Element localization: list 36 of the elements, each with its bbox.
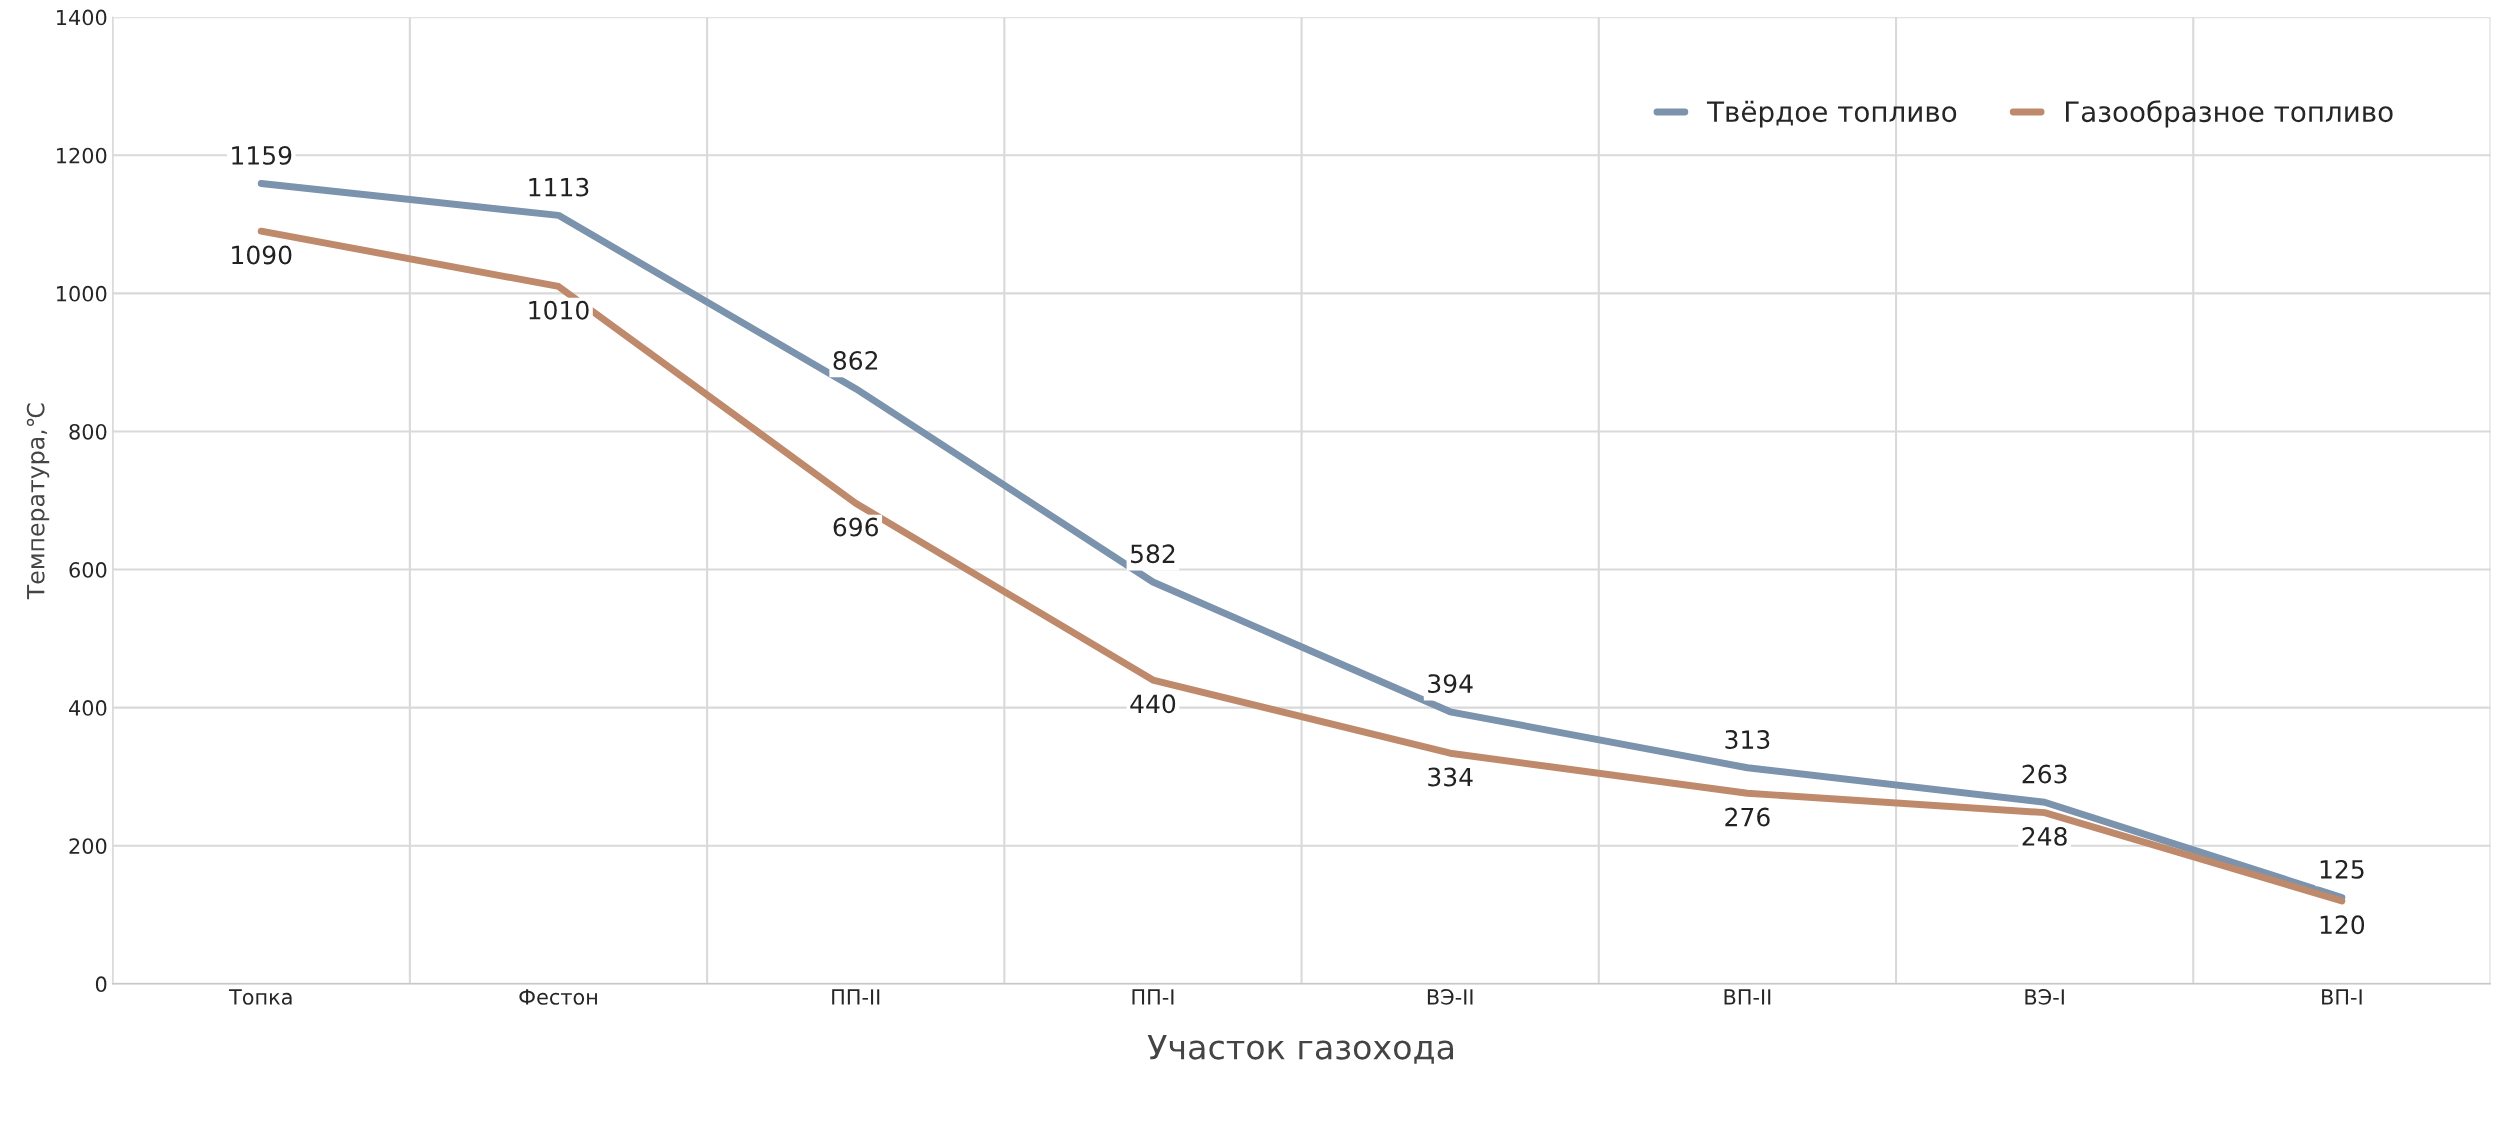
data-label: 334 xyxy=(1428,767,1473,787)
data-label: 263 xyxy=(2022,764,2067,784)
data-label: 582 xyxy=(1131,544,1175,564)
y-tick-label: 200 xyxy=(69,838,107,854)
data-label: 1090 xyxy=(232,245,292,265)
data-label: 276 xyxy=(1725,807,1770,827)
data-label: 440 xyxy=(1130,694,1176,714)
data-label: 1113 xyxy=(529,177,589,197)
x-tick-label: ПП-II xyxy=(832,989,880,1005)
data-label: 862 xyxy=(833,351,878,370)
x-tick-label: Топка xyxy=(228,989,292,1005)
data-label: 313 xyxy=(1725,730,1770,749)
data-label: 696 xyxy=(833,517,878,537)
x-tick-label: ПП-I xyxy=(1132,989,1174,1005)
y-axis-title: Температура,℃ xyxy=(26,403,50,600)
x-tick-label: ВП-I xyxy=(2322,989,2362,1005)
x-tick-label: ВЭ-I xyxy=(2025,989,2064,1005)
y-tick-label: 400 xyxy=(69,700,107,716)
x-tick-label: Фестон xyxy=(519,989,597,1005)
y-tick-label: 800 xyxy=(69,423,107,440)
y-tick-label: 600 xyxy=(69,562,107,578)
legend-label: Твёрдое топливо xyxy=(1706,100,1957,128)
data-label: 248 xyxy=(2022,826,2067,846)
y-tick-label: 1200 xyxy=(57,147,107,164)
data-label: 120 xyxy=(2320,915,2365,935)
legend-label: Газообразное топливо xyxy=(2066,100,2393,128)
data-label: 125 xyxy=(2320,859,2364,879)
y-tick-label: 1000 xyxy=(57,285,107,302)
data-label: 1159 xyxy=(232,145,292,165)
data-label: 394 xyxy=(1428,674,1473,694)
x-tick-label: ВЭ-II xyxy=(1427,989,1473,1005)
x-tick-label: ВП-II xyxy=(1724,989,1771,1005)
data-label: 1010 xyxy=(529,300,589,320)
y-tick-label: 1400 xyxy=(57,9,107,26)
y-tick-label: 0 xyxy=(95,976,107,993)
x-axis-title: Участок газохода xyxy=(1147,1034,1453,1064)
